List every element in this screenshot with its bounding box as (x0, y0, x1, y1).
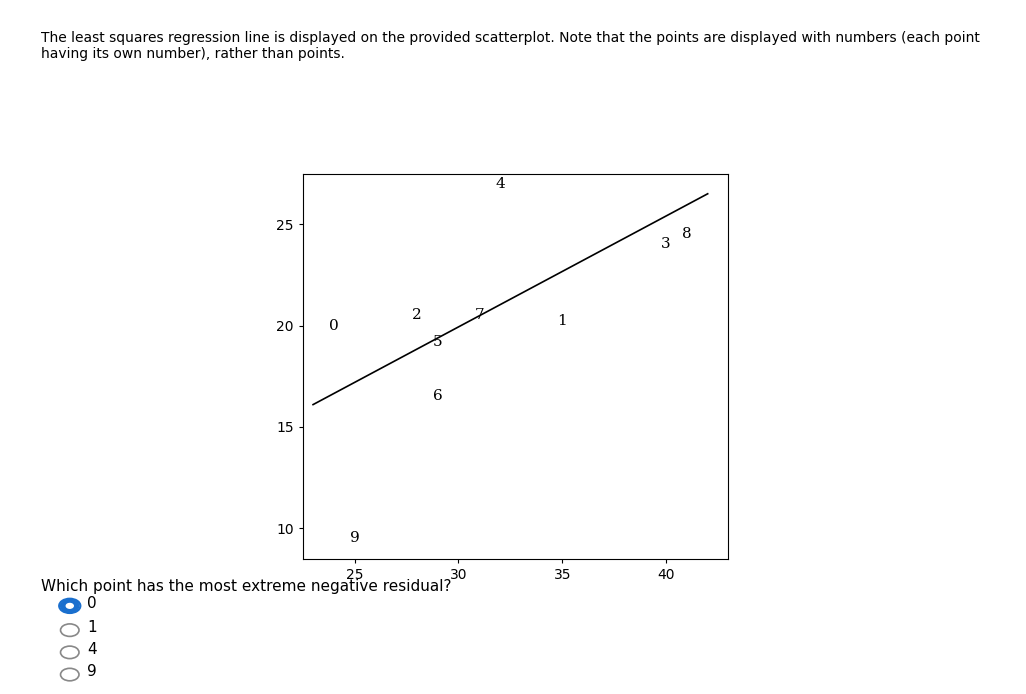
Text: 9: 9 (87, 664, 97, 679)
Text: 0: 0 (329, 319, 339, 332)
Text: 9: 9 (350, 532, 359, 545)
Text: 4: 4 (496, 177, 505, 191)
Text: 7: 7 (474, 308, 484, 323)
Text: The least squares regression line is displayed on the provided scatterplot. Note: The least squares regression line is dis… (41, 31, 980, 62)
Text: 3: 3 (662, 237, 671, 251)
Text: 1: 1 (87, 620, 96, 635)
Text: 8: 8 (682, 228, 692, 242)
Text: 0: 0 (87, 595, 96, 611)
Text: 6: 6 (433, 389, 442, 403)
Text: 1: 1 (557, 314, 567, 328)
Text: Which point has the most extreme negative residual?: Which point has the most extreme negativ… (41, 579, 451, 595)
Text: 4: 4 (87, 642, 96, 657)
Text: 5: 5 (433, 335, 442, 349)
Text: 2: 2 (412, 308, 422, 323)
